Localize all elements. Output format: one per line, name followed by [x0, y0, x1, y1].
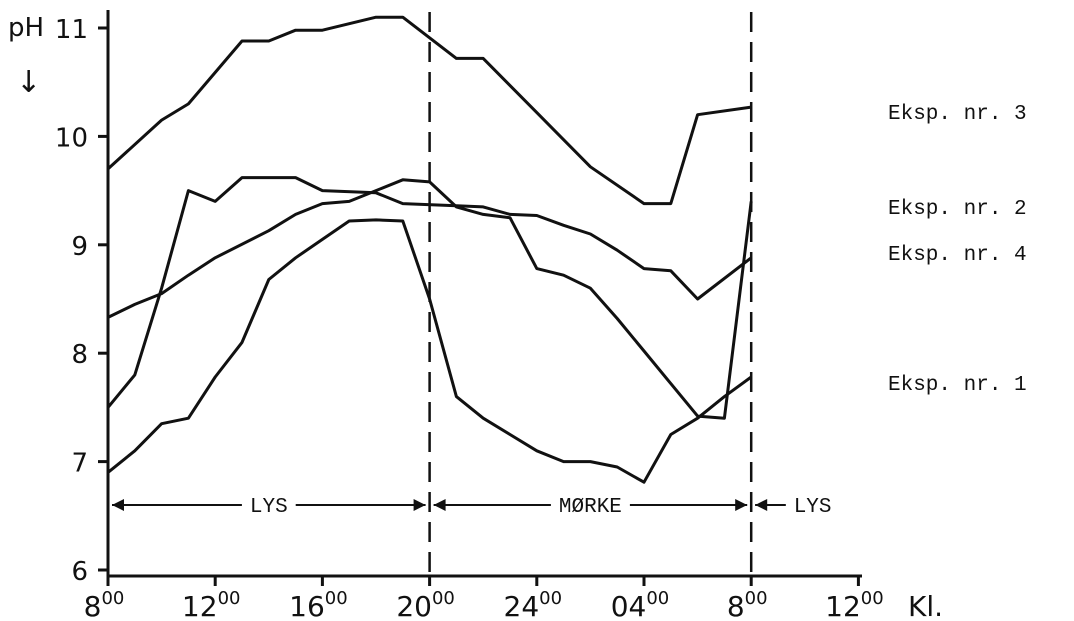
y-tick-group: 6 7 8 9 10 11	[55, 15, 108, 587]
x-tick-label: 1200	[825, 588, 884, 621]
y-axis-label: pH	[8, 13, 44, 43]
legend-label: Eksp. nr. 4	[888, 244, 1027, 267]
period-arrowhead-left	[433, 498, 446, 511]
x-tick-label: 800	[84, 588, 125, 621]
series-line	[107, 178, 753, 420]
period-arrowhead-right	[735, 498, 748, 511]
x-tick-label: 1600	[289, 588, 348, 621]
period-label: LYS	[250, 496, 288, 519]
legend-group: Eksp. nr. 3 Eksp. nr. 2 Eksp. nr. 4 Eksp. n…	[888, 103, 1027, 397]
y-tick-label: 10	[55, 123, 88, 153]
legend-label: Eksp. nr. 1	[888, 374, 1027, 397]
period-label: MØRKE	[559, 496, 622, 519]
period-label: LYS	[794, 496, 832, 519]
y-tick-label: 11	[55, 15, 88, 45]
x-tick-label: 800	[727, 588, 768, 621]
x-tick-group: 800 1200 1600 2000 2400 0400 800 1200	[84, 576, 884, 621]
x-tick-label: 2400	[504, 588, 563, 621]
period-arrowhead-left	[112, 498, 124, 511]
period-arrowhead-right	[413, 498, 426, 511]
legend-label: Eksp. nr. 3	[888, 103, 1027, 126]
series-line	[107, 218, 753, 484]
x-axis-label: Kl.	[908, 590, 943, 621]
x-tick-label: 0400	[611, 588, 670, 621]
y-tick-label: 8	[71, 340, 88, 370]
series-group	[106, 15, 753, 484]
series-line	[106, 15, 752, 206]
legend-label: Eksp. nr. 2	[888, 198, 1027, 221]
x-tick-label: 2000	[396, 588, 455, 621]
period-marker-group	[428, 12, 753, 576]
y-tick-label: 9	[71, 232, 88, 262]
y-tick-label: 6	[71, 557, 88, 587]
y-tick-label: 7	[71, 449, 88, 479]
x-tick-label: 1200	[182, 588, 241, 621]
series-line	[106, 176, 753, 409]
y-axis-arrow: ↓	[16, 65, 41, 100]
period-label-group: LYS MØRKE LYS	[112, 496, 832, 519]
